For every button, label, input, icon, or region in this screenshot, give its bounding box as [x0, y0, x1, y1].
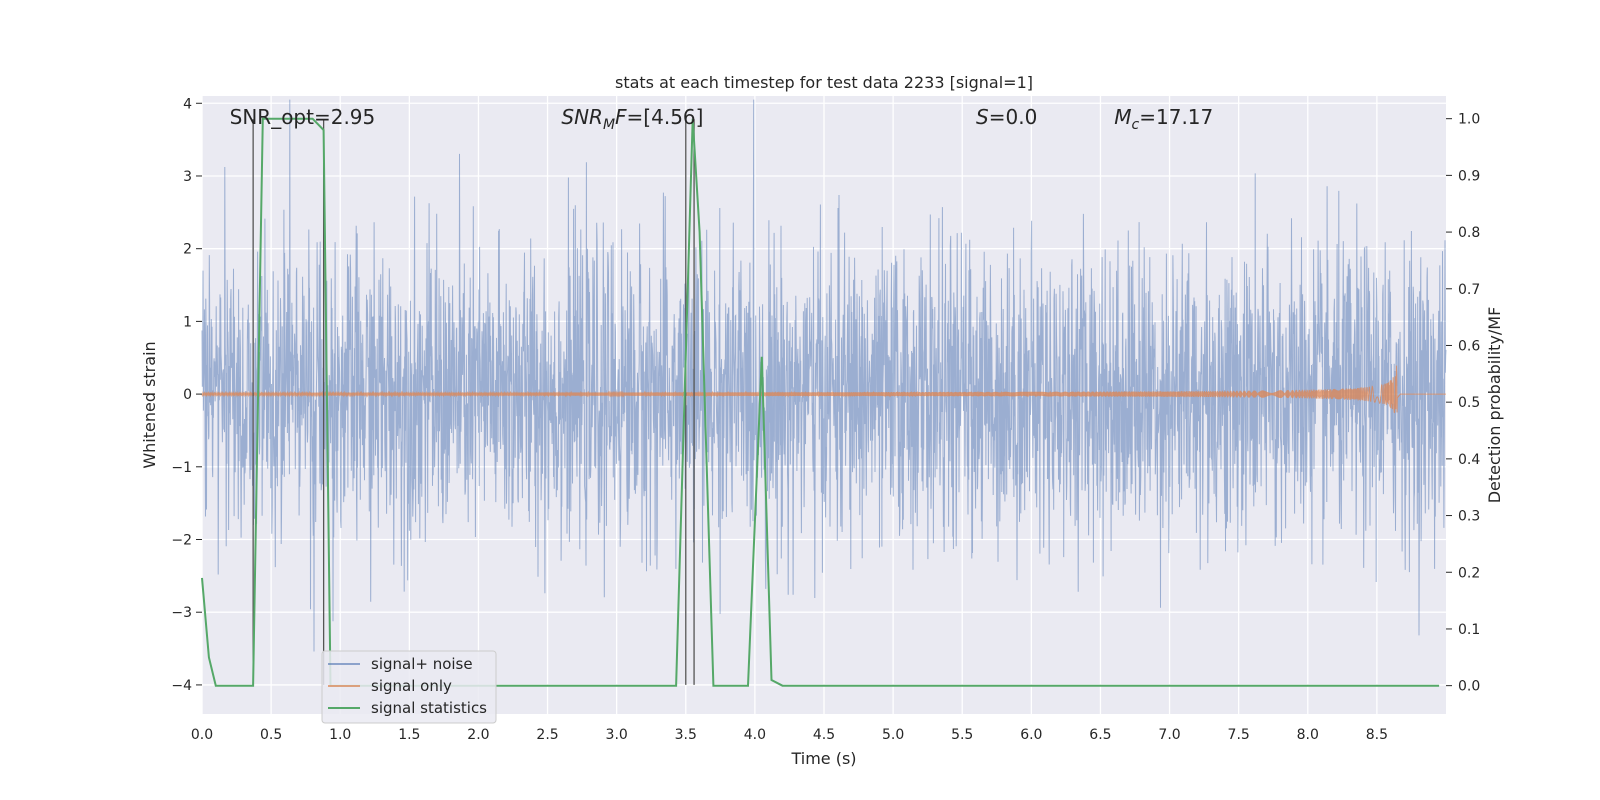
annotation: SNR_opt=2.95 — [230, 105, 376, 129]
x-tick-label: 6.5 — [1089, 727, 1111, 743]
x-tick-label: 8.5 — [1366, 727, 1388, 743]
x-tick-label: 4.5 — [813, 727, 835, 743]
y-tick-label: 2 — [183, 242, 192, 258]
x-tick-label: 4.0 — [744, 727, 766, 743]
legend-label-signal-statistics: signal statistics — [371, 699, 487, 717]
y2-tick-label: 0.1 — [1458, 622, 1480, 638]
legend-label-signal-noise: signal+ noise — [371, 655, 473, 673]
y2-tick-label: 0.3 — [1458, 509, 1480, 525]
x-tick-label: 3.5 — [675, 727, 697, 743]
vertical-markers — [252, 119, 695, 685]
y2-tick-label: 0.9 — [1458, 168, 1480, 184]
noise-line — [201, 99, 1447, 652]
chirp-line — [201, 365, 1446, 414]
x-tick-label: 7.5 — [1228, 727, 1250, 743]
x-tick-label: 7.0 — [1158, 727, 1180, 743]
x-tick-label: 0.0 — [191, 727, 213, 743]
annotation: Mc=17.17 — [1114, 105, 1213, 133]
annotation: SNRMF=[4.56] — [561, 105, 703, 133]
y2-tick-label: 0.4 — [1458, 452, 1480, 468]
x-tick-label: 2.0 — [467, 727, 489, 743]
y-tick-label: 4 — [183, 96, 192, 112]
x-tick-label: 2.5 — [536, 727, 558, 743]
y-tick-label: −3 — [171, 605, 192, 621]
y-tick-label: −2 — [171, 533, 192, 549]
y-tick-label: −4 — [171, 678, 192, 694]
x-tick-label: 0.5 — [260, 727, 282, 743]
y-tick-label: −1 — [171, 460, 192, 476]
series-signal-only — [201, 365, 1446, 414]
y-tick-label: 0 — [183, 387, 192, 403]
x-tick-label: 1.5 — [398, 727, 420, 743]
y2-axis-ticks: 1.0 0.9 0.8 0.7 0.6 0.5 0.4 0.3 0.2 0.1 0.0 — [1446, 112, 1480, 695]
y-tick-label: 3 — [183, 169, 192, 185]
y-tick-label: 1 — [183, 314, 192, 330]
x-tick-label: 5.0 — [882, 727, 904, 743]
y-axis-label: Whitened strain — [140, 341, 159, 468]
legend-label-signal-only: signal only — [371, 677, 452, 695]
y2-tick-label: 0.8 — [1458, 225, 1480, 241]
legend-box — [321, 650, 497, 724]
x-axis-label: Time (s) — [790, 749, 856, 768]
series-signal-statistics — [201, 117, 1440, 687]
annotations: SNR_opt=2.95 SNRMF=[4.56] S=0.0 Mc=17.17 — [230, 105, 1214, 133]
y-axis-ticks: 4 3 2 1 0 −1 −2 −3 −4 — [171, 96, 202, 694]
y2-tick-label: 0.2 — [1458, 565, 1480, 581]
x-tick-label: 6.0 — [1020, 727, 1042, 743]
y2-tick-label: 0.5 — [1458, 395, 1480, 411]
annotation: S=0.0 — [976, 105, 1037, 129]
x-axis-ticks: 0.0 0.5 1.0 1.5 2.0 2.5 3.0 3.5 4.0 4.5 5.0 5.5 6.0 6… — [191, 727, 1388, 743]
y2-tick-label: 1.0 — [1458, 112, 1480, 128]
probability-line — [201, 117, 1440, 687]
x-tick-label: 8.0 — [1297, 727, 1319, 743]
y2-tick-label: 0.0 — [1458, 679, 1480, 695]
y2-tick-label: 0.7 — [1458, 282, 1480, 298]
x-tick-label: 3.0 — [606, 727, 628, 743]
x-tick-label: 1.0 — [329, 727, 351, 743]
y2-axis-label: Detection probability/MF — [1485, 307, 1504, 504]
series-signal-noise — [201, 99, 1447, 652]
x-tick-label: 5.5 — [951, 727, 973, 743]
y2-tick-label: 0.6 — [1458, 338, 1480, 354]
chart-title: stats at each timestep for test data 223… — [615, 73, 1033, 92]
legend: signal+ noise signal only signal statist… — [321, 650, 497, 724]
